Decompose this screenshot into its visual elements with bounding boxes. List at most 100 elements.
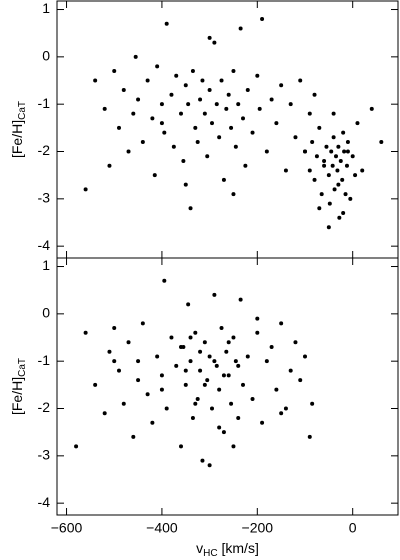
- point: [198, 349, 203, 354]
- point: [238, 26, 243, 31]
- point: [288, 102, 293, 107]
- point: [326, 173, 331, 178]
- point: [231, 335, 236, 340]
- x-tick-label: 0: [349, 520, 357, 536]
- point: [332, 187, 337, 192]
- point: [324, 144, 329, 149]
- point: [102, 411, 107, 416]
- y-tick-label: -4: [38, 237, 51, 253]
- y-tick-label: -3: [38, 190, 51, 206]
- point: [233, 144, 238, 149]
- point: [338, 158, 343, 163]
- point: [221, 177, 226, 182]
- point: [183, 382, 188, 387]
- point: [241, 382, 245, 387]
- point: [217, 387, 222, 392]
- point: [145, 392, 150, 397]
- point: [136, 359, 141, 364]
- point: [322, 163, 327, 168]
- point: [344, 163, 349, 168]
- point: [217, 135, 222, 140]
- point: [214, 363, 219, 368]
- point: [319, 192, 324, 197]
- point: [238, 297, 243, 302]
- point: [202, 382, 207, 387]
- point: [298, 378, 303, 383]
- y-tick-label: -2: [38, 399, 51, 415]
- point: [107, 163, 112, 168]
- point: [348, 196, 353, 201]
- point: [231, 69, 236, 74]
- y-axis-label-main: [Fe/H]: [9, 120, 25, 158]
- point: [269, 344, 274, 349]
- point: [193, 401, 198, 406]
- point: [331, 111, 336, 116]
- point: [257, 106, 262, 111]
- point: [174, 363, 179, 368]
- panel-frame: [56, 0, 399, 259]
- point: [152, 173, 157, 178]
- point: [245, 354, 250, 359]
- point: [107, 349, 112, 354]
- point: [336, 144, 341, 149]
- point: [169, 92, 174, 97]
- point: [269, 97, 274, 102]
- point: [326, 225, 331, 230]
- point: [131, 434, 136, 439]
- point: [350, 154, 355, 159]
- point: [112, 326, 117, 331]
- point: [224, 106, 229, 111]
- point: [200, 78, 205, 83]
- point: [327, 201, 332, 206]
- point: [198, 97, 203, 102]
- point: [198, 368, 203, 373]
- panel-frame: [56, 257, 399, 516]
- point: [212, 359, 217, 364]
- y-tick-label: -2: [38, 142, 51, 158]
- y-tick-label: -3: [38, 447, 51, 463]
- point: [174, 73, 179, 78]
- point: [310, 140, 315, 145]
- point: [353, 173, 358, 178]
- point: [159, 121, 164, 126]
- point: [343, 192, 348, 197]
- point: [345, 140, 350, 145]
- point: [93, 78, 98, 83]
- point: [229, 401, 234, 406]
- point: [126, 340, 131, 345]
- point: [207, 354, 212, 359]
- point: [179, 444, 183, 449]
- point: [341, 211, 346, 216]
- point: [303, 149, 307, 154]
- x-axis-label: vHC [km/s]: [196, 540, 259, 559]
- point: [188, 206, 193, 211]
- point: [83, 187, 88, 192]
- point: [250, 397, 255, 402]
- point: [229, 125, 234, 130]
- point: [74, 444, 79, 449]
- point: [188, 359, 193, 364]
- y-tick-label: 1: [42, 257, 50, 273]
- x-tick-label: −200: [242, 520, 274, 536]
- point: [303, 354, 307, 359]
- point: [236, 363, 241, 368]
- point: [279, 321, 284, 326]
- y-tick-label: -4: [38, 494, 51, 510]
- point: [150, 420, 155, 425]
- point: [233, 359, 238, 364]
- point: [83, 330, 88, 335]
- point: [131, 111, 136, 116]
- point: [331, 135, 336, 140]
- point: [224, 349, 229, 354]
- point: [205, 378, 210, 383]
- point: [322, 158, 327, 163]
- point: [219, 326, 224, 331]
- point: [279, 411, 284, 416]
- point: [190, 415, 195, 420]
- point: [217, 425, 222, 430]
- point: [190, 69, 195, 74]
- point: [330, 163, 335, 168]
- point: [112, 69, 117, 74]
- y-tick-label: -1: [38, 95, 51, 111]
